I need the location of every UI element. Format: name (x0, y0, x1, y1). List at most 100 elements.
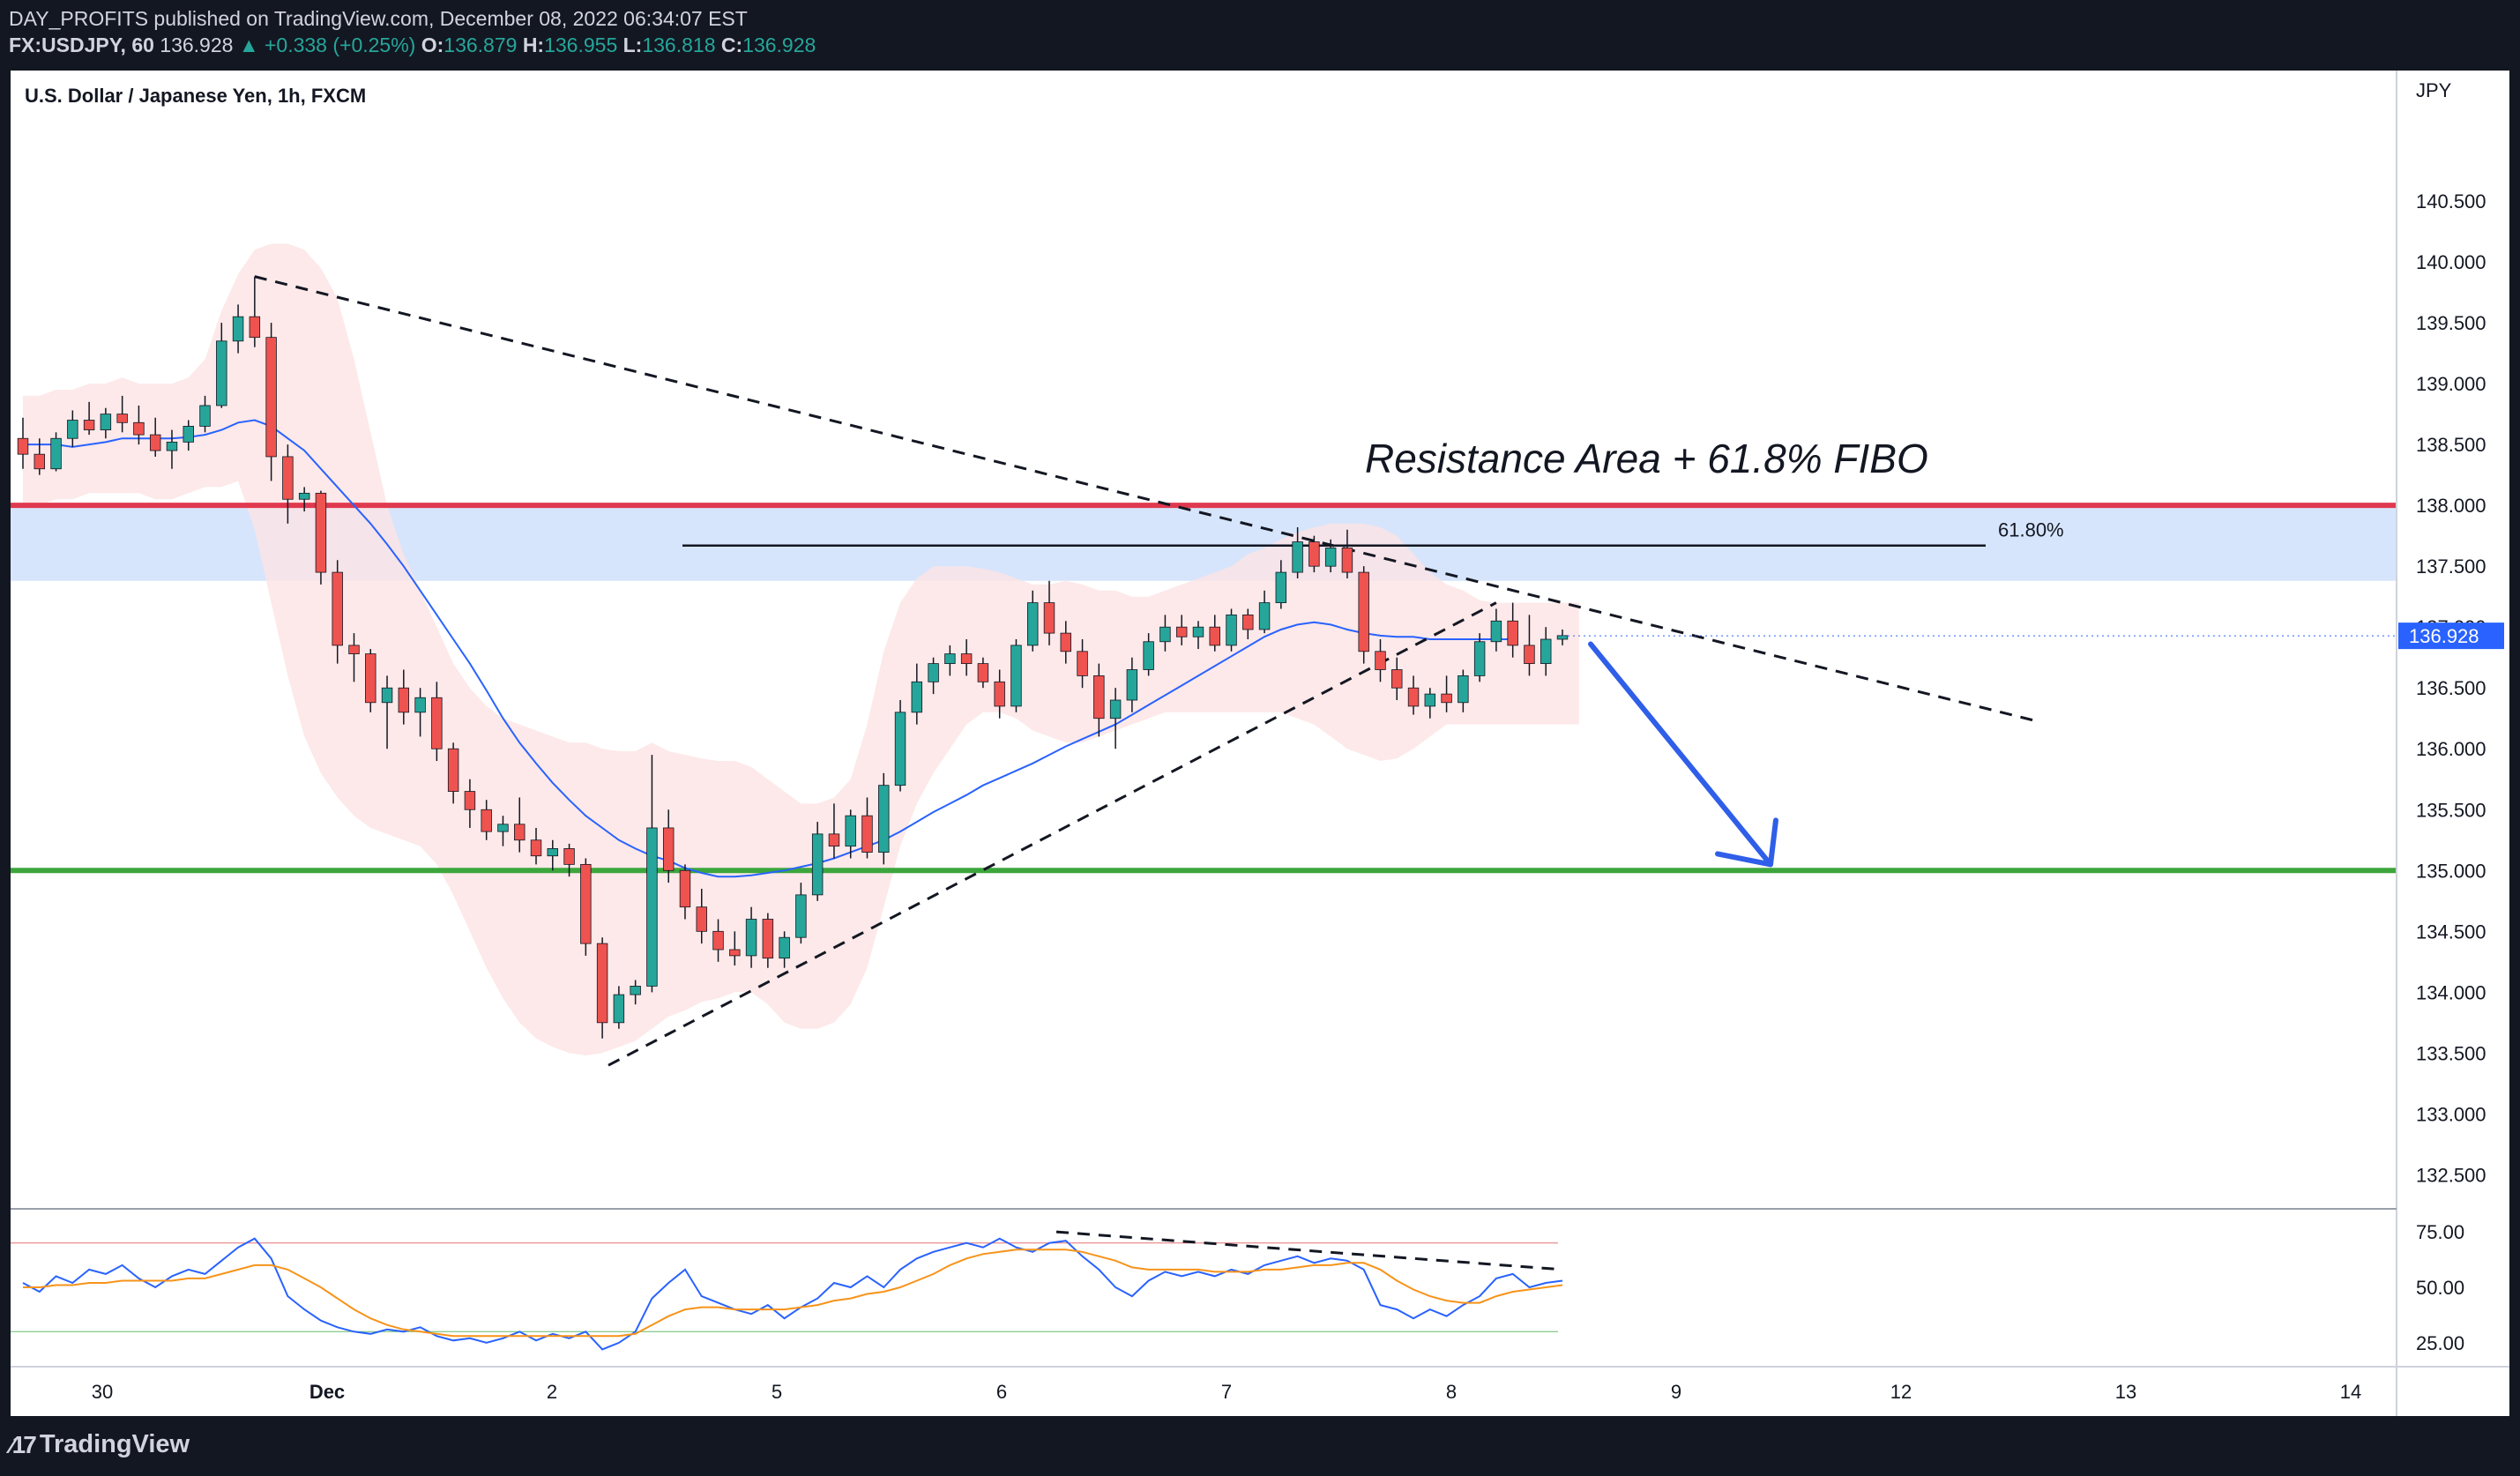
candle-body (977, 663, 989, 682)
candle (1358, 566, 1369, 664)
candle-body (1308, 541, 1320, 567)
candle-body (1077, 651, 1088, 676)
candle-body (679, 869, 691, 908)
chart-panel[interactable]: 61.80% 75.00 50.00 25.00 140.500 140.000 139… (11, 71, 2509, 1416)
candle (50, 432, 62, 472)
chart-title: U.S. Dollar / Japanese Yen, 1h, FXCM (25, 85, 366, 107)
candle (149, 417, 161, 457)
candle (762, 913, 774, 968)
candle (811, 822, 824, 901)
price-tick-label: 139.000 (2416, 373, 2486, 395)
candle-body (1424, 693, 1436, 707)
price-tick-label: 138.000 (2416, 495, 2486, 517)
candle (679, 864, 691, 920)
time-tick-label: 14 (2340, 1381, 2361, 1403)
candle (1043, 580, 1055, 645)
candle (1490, 608, 1502, 652)
rsi-divergence-trendline (1055, 1230, 1563, 1271)
projection-arrow-head (1715, 817, 1778, 868)
high-label: H: (522, 34, 545, 56)
candle-body (414, 697, 426, 713)
candle (67, 410, 78, 447)
chart-header: DAY_PROFITS published on TradingView.com… (0, 0, 2520, 69)
candle (1308, 535, 1320, 573)
close-label: C: (720, 34, 743, 56)
candle (1126, 657, 1138, 712)
candle (34, 438, 45, 475)
candle (1275, 560, 1287, 609)
candle-body (166, 441, 178, 451)
candle-body (1242, 614, 1254, 630)
candle (1093, 663, 1105, 737)
candle-body (100, 414, 112, 430)
candle (861, 797, 873, 859)
candle (1010, 639, 1022, 712)
currency-label: JPY (2416, 79, 2452, 101)
candle (249, 276, 261, 347)
candle-body (729, 949, 741, 957)
candle-body (1324, 548, 1337, 567)
candle (514, 797, 526, 853)
candle (530, 827, 542, 865)
price-tick-label: 139.500 (2416, 312, 2486, 334)
candle-body (265, 337, 277, 458)
candle-body (67, 420, 78, 439)
open-value: 136.879 (444, 34, 518, 56)
rsi-tick-label: 50.00 (2416, 1277, 2464, 1299)
time-tick-label: Dec (309, 1381, 345, 1403)
candle-body (828, 833, 840, 847)
candle (630, 980, 641, 1005)
candle-body (1507, 620, 1518, 646)
candle (662, 809, 675, 883)
candle (1524, 615, 1535, 676)
candle (447, 742, 459, 804)
fib-618-label: 61.80% (1998, 519, 2064, 541)
candle (894, 700, 906, 792)
price-tick-label: 138.500 (2416, 434, 2486, 456)
candle (1077, 639, 1088, 689)
candle-body (1341, 548, 1353, 573)
candle (265, 323, 277, 481)
candle-body (1175, 626, 1188, 637)
price-tick-label: 136.500 (2416, 677, 2486, 699)
candle-body (1209, 626, 1220, 646)
candle-body (1358, 571, 1369, 652)
tradingview-logo[interactable]: ⁄17 TradingView (11, 1430, 190, 1459)
symbol-ohlc-line: FX:USDJPY, 60 136.928 ▲ +0.338 (+0.25%) … (9, 34, 816, 57)
candle (431, 682, 443, 762)
footer-bar (0, 1416, 2520, 1476)
candle-body (1490, 620, 1502, 643)
candle (828, 803, 840, 859)
candle (216, 323, 227, 408)
candle-body (1407, 687, 1420, 707)
candle (481, 800, 492, 840)
candle (1473, 633, 1486, 682)
candle (696, 888, 707, 944)
ascending-trendline (608, 601, 1497, 1067)
candle-body (696, 906, 707, 932)
candle-body (1226, 614, 1237, 646)
tradingview-logo-icon: ⁄17 (11, 1430, 37, 1458)
candle-body (779, 936, 790, 959)
rsi-tick-label: 25.00 (2416, 1332, 2464, 1354)
candle-body (745, 919, 757, 957)
candle (183, 420, 194, 451)
candle-body (298, 492, 310, 500)
price-tick-label: 136.000 (2416, 738, 2486, 760)
change-text: ▲ +0.338 (+0.25%) (238, 34, 416, 56)
last-price-text: 136.928 (160, 34, 234, 56)
candle-body (1540, 638, 1552, 665)
candle-body (216, 340, 227, 406)
symbol-label[interactable]: FX:USDJPY, 60 (9, 34, 154, 56)
candle-body (1458, 675, 1469, 704)
candle (1507, 602, 1518, 658)
candle-body (332, 571, 343, 646)
rsi-tick-label: 75.00 (2416, 1221, 2464, 1243)
candle-body (50, 437, 62, 470)
time-tick-label: 12 (1890, 1381, 1912, 1403)
rsi-signal-line (23, 1249, 1563, 1338)
candle (1159, 615, 1171, 652)
rsi-line (22, 1237, 1563, 1351)
price-tick-label: 135.500 (2416, 799, 2486, 821)
